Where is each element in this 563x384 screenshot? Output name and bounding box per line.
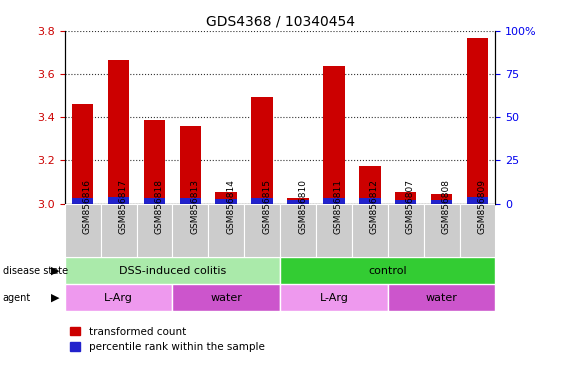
FancyBboxPatch shape [352,204,388,257]
Text: GSM856816: GSM856816 [83,179,92,234]
Bar [216,192,237,204]
Bar [144,120,166,204]
Bar [251,97,273,204]
Bar [395,200,417,204]
FancyBboxPatch shape [137,204,172,257]
Bar [280,257,495,284]
Text: GSM856809: GSM856809 [477,179,486,234]
Bar [287,200,309,204]
Bar [108,60,129,204]
Text: GSM856808: GSM856808 [441,179,450,234]
Text: water: water [426,293,458,303]
Text: DSS-induced colitis: DSS-induced colitis [119,266,226,276]
Text: control: control [368,266,407,276]
Text: GSM856812: GSM856812 [370,179,379,233]
Bar [172,284,280,311]
Text: GSM856817: GSM856817 [119,179,128,234]
Text: agent: agent [3,293,31,303]
Bar [431,194,452,204]
Bar [467,38,488,204]
Text: GSM856807: GSM856807 [406,179,415,234]
FancyBboxPatch shape [244,204,280,257]
Text: GSM856815: GSM856815 [262,179,271,234]
FancyBboxPatch shape [208,204,244,257]
Text: water: water [211,293,242,303]
FancyBboxPatch shape [101,204,137,257]
Bar [108,197,129,204]
Text: GSM856814: GSM856814 [226,179,235,233]
FancyBboxPatch shape [65,204,495,257]
Bar [323,198,345,204]
FancyBboxPatch shape [316,204,352,257]
FancyBboxPatch shape [388,204,424,257]
Bar [72,104,93,204]
FancyBboxPatch shape [280,204,316,257]
Text: GSM856818: GSM856818 [154,179,163,234]
Text: ▶: ▶ [51,293,59,303]
Bar [467,197,488,204]
Bar [180,198,201,204]
Bar [431,200,452,204]
Bar [359,166,381,204]
Text: L-Arg: L-Arg [319,293,348,303]
FancyBboxPatch shape [459,204,495,257]
Bar [144,198,166,204]
Bar [65,257,280,284]
Bar [359,198,381,204]
FancyBboxPatch shape [172,204,208,257]
FancyBboxPatch shape [424,204,459,257]
Text: ▶: ▶ [51,266,59,276]
Bar [216,199,237,204]
Title: GDS4368 / 10340454: GDS4368 / 10340454 [205,14,355,28]
Bar [65,284,172,311]
FancyBboxPatch shape [65,204,101,257]
Legend: transformed count, percentile rank within the sample: transformed count, percentile rank withi… [70,327,265,352]
Bar [180,126,201,204]
Text: GSM856810: GSM856810 [298,179,307,234]
Text: L-Arg: L-Arg [104,293,133,303]
Text: GSM856811: GSM856811 [334,179,343,234]
Bar [323,66,345,204]
Bar [287,198,309,204]
Bar [72,198,93,204]
Bar [388,284,495,311]
Text: GSM856813: GSM856813 [190,179,199,234]
Bar [280,284,388,311]
Bar [251,198,273,204]
Bar [395,192,417,204]
Text: disease state: disease state [3,266,68,276]
